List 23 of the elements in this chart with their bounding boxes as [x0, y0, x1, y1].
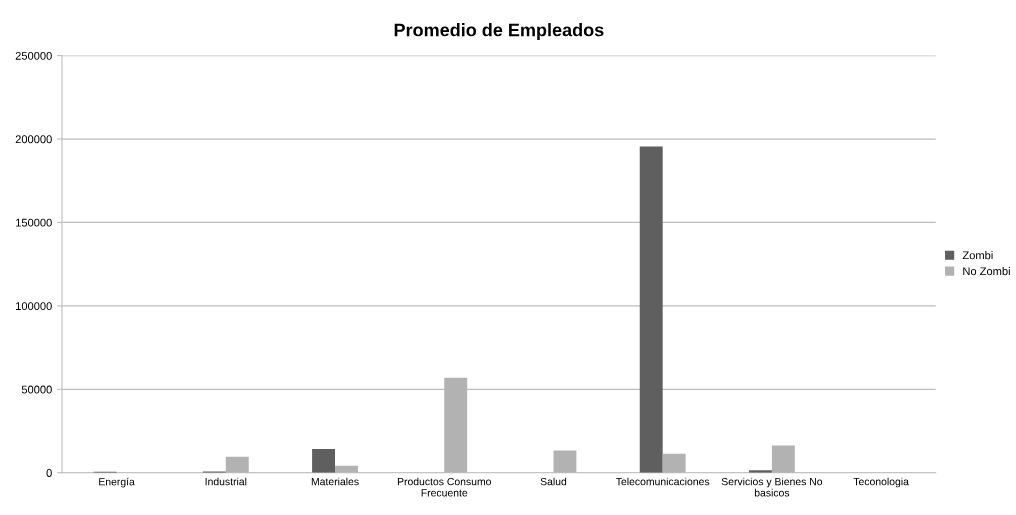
x-tick-label: Energía — [99, 477, 135, 488]
bar — [771, 445, 795, 473]
x-tick-label: Telecomunicaciones — [616, 477, 710, 486]
y-tick-label: 200000 — [15, 135, 52, 144]
bar — [312, 449, 336, 473]
bar — [639, 146, 663, 473]
bar — [553, 450, 577, 473]
y-tick-label: 250000 — [15, 51, 52, 60]
y-tick-label: 0 — [46, 469, 52, 477]
legend-label: No Zombi — [963, 266, 1010, 276]
x-tick-label: Materiales — [311, 477, 359, 486]
x-tick-label: Servicios y Bienes No basicos — [721, 477, 823, 497]
x-tick-label: Teconologia — [853, 477, 909, 488]
y-tick-label: 100000 — [16, 302, 52, 311]
chart-title: Promedio de Empleados — [394, 23, 604, 40]
y-tick-label: 150000 — [16, 218, 52, 227]
bar — [225, 456, 249, 473]
bar — [662, 453, 686, 473]
legend-label: Zombi — [962, 251, 993, 260]
x-tick-label: Productos Consumo Frecuente — [397, 477, 491, 497]
y-tick-label: 50000 — [21, 385, 52, 394]
x-tick-label: Salud — [540, 477, 567, 486]
x-tick-label: Industrial — [205, 477, 247, 486]
